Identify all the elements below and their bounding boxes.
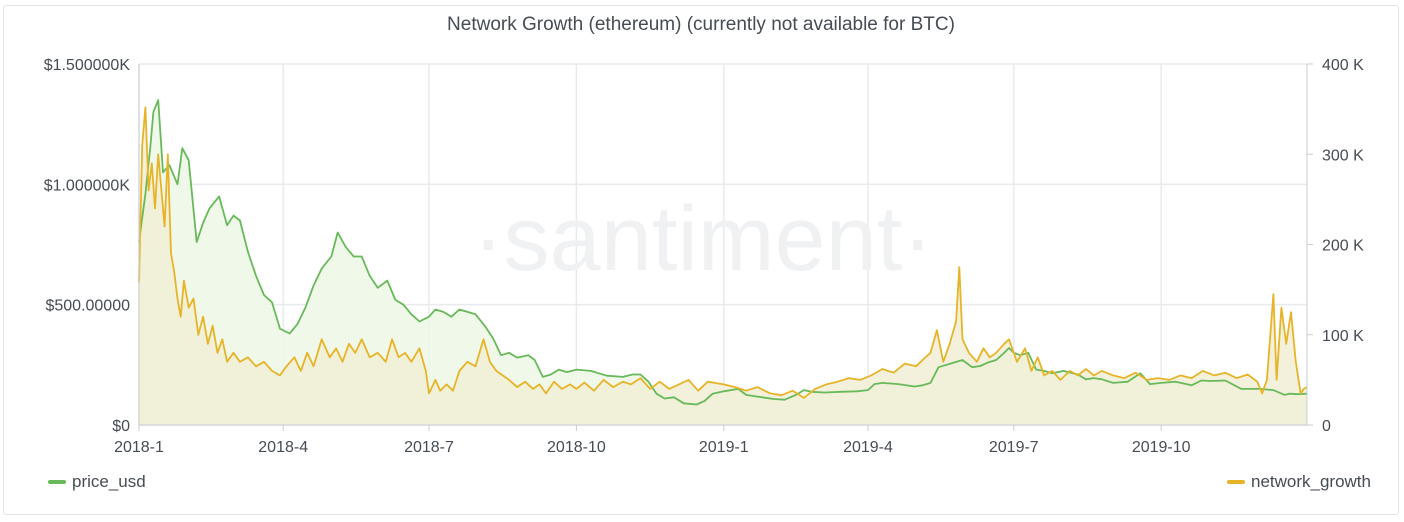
series-lines xyxy=(138,99,1308,406)
legend-swatch-growth xyxy=(1226,480,1245,484)
x-tick-label: 2019-7 xyxy=(989,439,1039,456)
x-tick-label: 2019-10 xyxy=(1132,439,1191,456)
x-tick-label: 2018-4 xyxy=(258,439,308,456)
y-right-tick-label: 100 K xyxy=(1322,328,1364,345)
chart-title: Network Growth (ethereum) (currently not… xyxy=(447,14,955,35)
price-usd-line xyxy=(138,99,1308,406)
x-tick-label: 2019-4 xyxy=(843,439,893,456)
y-right-tick-label: 400 K xyxy=(1322,57,1364,74)
legend-price-usd[interactable]: price_usd xyxy=(48,472,146,492)
x-tick-label: 2018-1 xyxy=(114,439,164,456)
legend-network-growth[interactable]: network_growth xyxy=(1226,472,1371,492)
legend-swatch-price xyxy=(48,480,66,484)
network-growth-area xyxy=(139,107,1307,426)
axes: $1.500000K $1.000000K $500.00000 $0 400 K 300… xyxy=(44,57,1364,456)
y-left-tick-label: $500.00000 xyxy=(45,298,130,315)
legend-label-growth: network_growth xyxy=(1250,472,1371,491)
watermark: ·santiment· xyxy=(473,188,933,290)
y-left-tick-label: $1.000000K xyxy=(44,177,131,194)
y-right-tick-label: 300 K xyxy=(1322,147,1364,164)
x-tick-label: 2018-10 xyxy=(547,439,606,456)
y-left-tick-label: $0 xyxy=(112,418,130,435)
legend-label-price: price_usd xyxy=(72,472,146,491)
x-tick-label: 2018-7 xyxy=(404,439,454,456)
price-usd-area xyxy=(139,100,1307,425)
series-areas xyxy=(139,100,1307,426)
y-right-tick-label: 0 xyxy=(1322,418,1331,435)
network-growth-line xyxy=(138,106,1308,399)
y-right-tick-label: 200 K xyxy=(1322,238,1364,255)
x-tick-label: 2019-1 xyxy=(699,439,749,456)
y-left-tick-label: $1.500000K xyxy=(44,57,131,74)
